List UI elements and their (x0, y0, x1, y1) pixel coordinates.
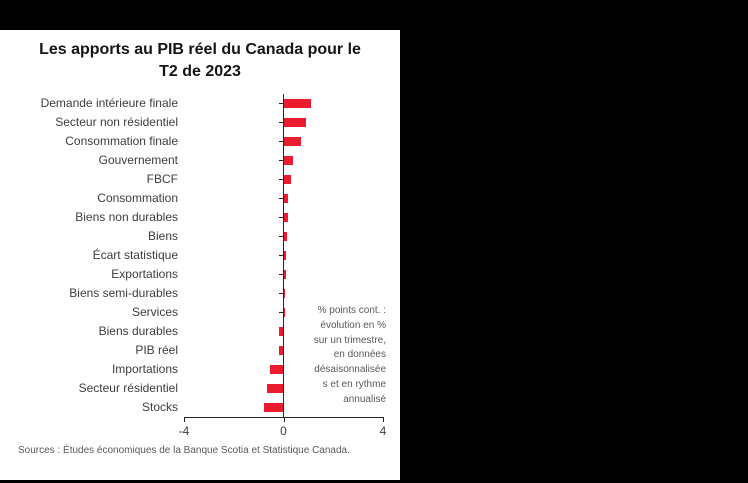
chart-panel: Les apports au PIB réel du Canada pour l… (0, 30, 400, 480)
x-axis-tick (184, 418, 185, 422)
y-axis-tick (279, 217, 283, 218)
category-label: Gouvernement (98, 153, 178, 167)
y-axis-tick (279, 236, 283, 237)
bar-row: Consommation (0, 189, 400, 208)
bar-row: FBCF (0, 170, 400, 189)
bar-row: Biens (0, 227, 400, 246)
bar (283, 156, 294, 165)
bar-row: Biens durables (0, 322, 400, 341)
category-label: Demande intérieure finale (40, 96, 178, 110)
chart-title: Les apports au PIB réel du Canada pour l… (39, 41, 361, 80)
category-label: Consommation (97, 191, 178, 205)
y-axis-tick (279, 274, 283, 275)
axis-annotation: % points cont. : évolution en % sur un t… (313, 305, 386, 405)
category-label: Biens (147, 229, 178, 243)
bar (278, 346, 284, 355)
category-label: Services (131, 305, 178, 319)
bar (267, 384, 284, 393)
bar-rows: Demande intérieure finale Secteur non rés… (0, 94, 400, 417)
bar-row: Écart statistique (0, 246, 400, 265)
bar (283, 137, 301, 146)
category-label: FBCF (146, 172, 178, 186)
y-axis-tick (279, 103, 283, 104)
y-axis-tick (279, 198, 283, 199)
bar-row: Gouvernement (0, 151, 400, 170)
bar (263, 403, 284, 412)
category-label: Biens semi-durables (69, 286, 178, 300)
bar-row: Stocks (0, 398, 400, 417)
bar-row: PIB réel (0, 341, 400, 360)
bar (283, 213, 289, 222)
category-label: Écart statistique (92, 248, 178, 262)
category-label: Secteur non résidentiel (55, 115, 178, 129)
x-axis-line (184, 417, 384, 418)
y-axis-tick (279, 179, 283, 180)
bar (269, 365, 284, 374)
category-label: Secteur résidentiel (78, 381, 178, 395)
y-axis-tick (279, 293, 283, 294)
category-label: PIB réel (135, 343, 178, 357)
bar (283, 232, 288, 241)
bar (283, 289, 285, 298)
category-label: Exportations (111, 267, 178, 281)
x-axis-tick (383, 418, 384, 422)
bar-row: Consommation finale (0, 132, 400, 151)
bar (283, 99, 311, 108)
category-label: Biens non durables (75, 210, 178, 224)
x-tick-label: -4 (178, 424, 190, 438)
y-axis-tick (279, 141, 283, 142)
bar (283, 175, 291, 184)
bar-row: Secteur non résidentiel (0, 113, 400, 132)
bar-row: Secteur résidentiel (0, 379, 400, 398)
sources-note: Sources : Études économiques de la Banqu… (18, 445, 350, 456)
bar-row: Exportations (0, 265, 400, 284)
y-axis-tick (279, 122, 283, 123)
zero-axis-line (283, 94, 284, 418)
y-axis-tick (279, 312, 283, 313)
bar (283, 118, 306, 127)
bar-chart: Demande intérieure finale Secteur non rés… (0, 94, 400, 439)
y-axis-tick (279, 160, 283, 161)
bar (283, 270, 286, 279)
x-axis-tick (283, 418, 285, 422)
category-label: Consommation finale (65, 134, 178, 148)
bar-row: Biens non durables (0, 208, 400, 227)
bar-row: Demande intérieure finale (0, 94, 400, 113)
bar-row: Biens semi-durables (0, 284, 400, 303)
category-label: Biens durables (98, 324, 178, 338)
x-tick-label: 0 (280, 424, 287, 438)
category-label: Stocks (141, 400, 178, 414)
category-label: Importations (111, 362, 178, 376)
bar (283, 194, 289, 203)
x-tick-label: 4 (379, 424, 387, 438)
bar (278, 327, 284, 336)
bar (283, 251, 286, 260)
bar-row: Importations (0, 360, 400, 379)
y-axis-tick (279, 255, 283, 256)
